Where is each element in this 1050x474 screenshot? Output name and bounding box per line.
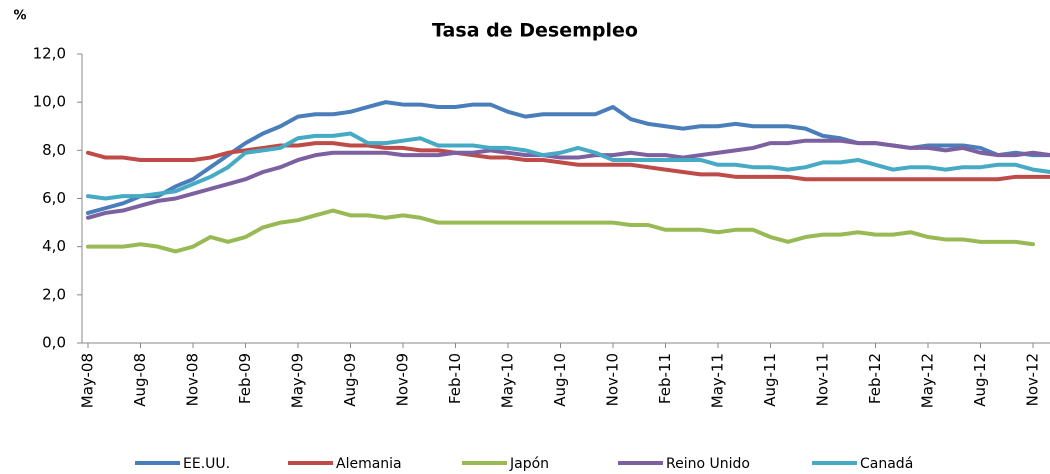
y-tick-label: 10,0: [33, 93, 66, 111]
x-tick-label: Feb-10: [446, 353, 464, 404]
y-tick-label: 6,0: [42, 189, 66, 207]
x-tick-label: May-10: [499, 353, 517, 408]
y-tick-label: 4,0: [42, 237, 66, 255]
x-tick-label: Nov-10: [604, 353, 622, 406]
series-line: [86, 131, 1050, 201]
y-tick-label: 8,0: [42, 141, 66, 159]
x-tick-label: Nov-12: [1024, 353, 1042, 406]
y-tick-label: 12,0: [33, 45, 66, 63]
x-tick-label: Feb-09: [236, 353, 254, 404]
legend-label: Japón: [509, 456, 549, 472]
series-line: [86, 141, 1050, 182]
x-tick-label: Nov-08: [184, 353, 202, 406]
x-tick-label: May-08: [79, 353, 97, 408]
x-tick-label: Aug-08: [131, 353, 149, 407]
series-line: [86, 208, 1035, 254]
series-line: [86, 138, 1050, 220]
legend-label: Canadá: [860, 456, 913, 472]
x-tick-label: Aug-11: [761, 353, 779, 407]
x-tick-label: Aug-09: [341, 353, 359, 407]
x-tick-label: Aug-10: [551, 353, 569, 407]
x-tick-label: Aug-12: [971, 353, 989, 407]
legend-label: Reino Unido: [666, 456, 750, 472]
x-tick-label: May-11: [709, 353, 727, 408]
legend-label: Alemania: [336, 456, 402, 472]
y-tick-label: 0,0: [42, 334, 66, 352]
x-tick-label: Nov-11: [814, 353, 832, 406]
x-tick-label: Nov-09: [394, 353, 412, 406]
x-tick-label: Feb-11: [656, 353, 674, 404]
x-tick-label: May-12: [919, 353, 937, 408]
chart-title: Tasa de Desempleo: [432, 20, 638, 42]
y-tick-label: 2,0: [42, 285, 66, 303]
x-tick-label: Feb-12: [866, 353, 884, 404]
y-axis-label: %: [13, 9, 26, 24]
x-tick-label: May-09: [289, 353, 307, 408]
legend-label: EE.UU.: [183, 456, 230, 472]
